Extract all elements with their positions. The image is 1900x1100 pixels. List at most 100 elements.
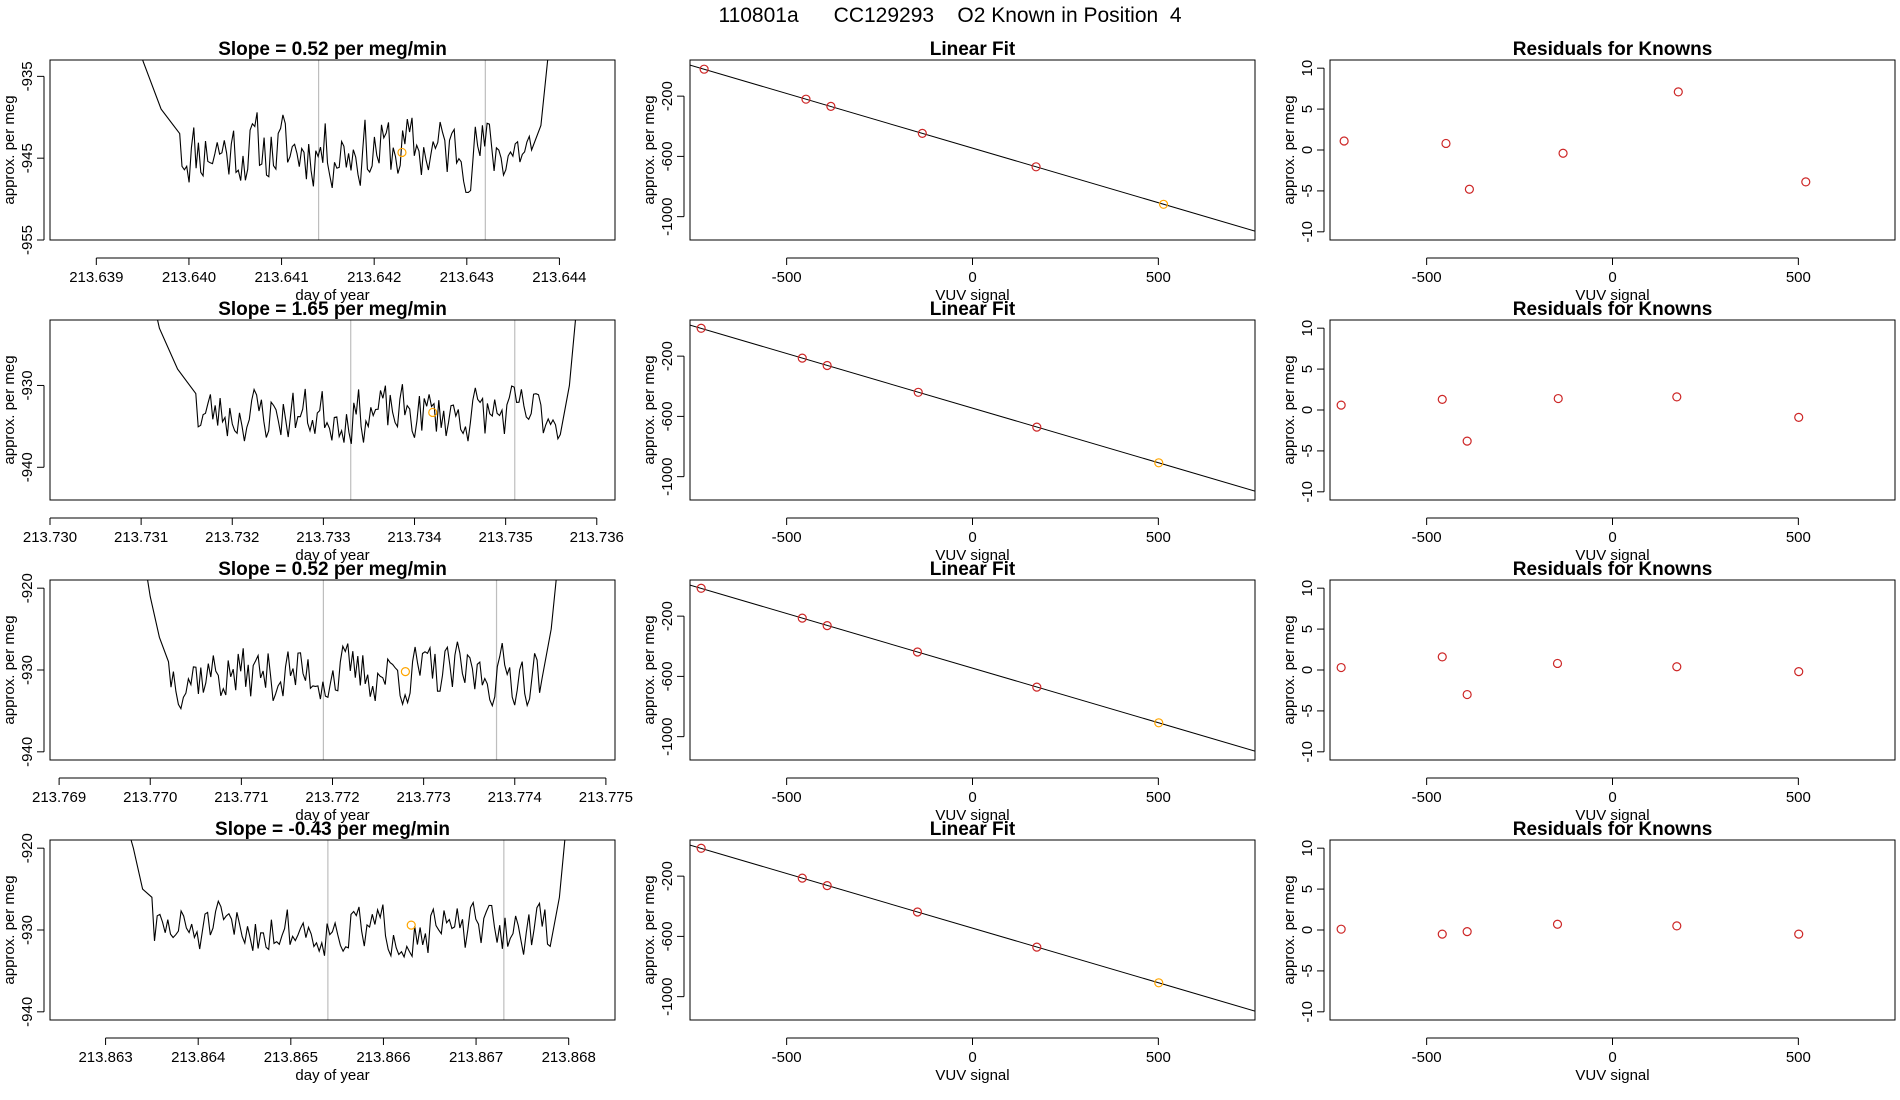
- trace-row3-trace-line: [147, 580, 557, 711]
- resid-row1-point-2: [1464, 184, 1474, 194]
- fit-row4-y-tick-label-2: -200: [659, 861, 676, 891]
- trace-row4-marker-point: [406, 920, 416, 930]
- fit-row2-x-tick-label-0: -500: [772, 529, 802, 546]
- resid-row2-x-axis-label: VUV signal: [1575, 547, 1649, 564]
- resid-row4-x-axis-label: VUV signal: [1575, 1067, 1649, 1084]
- resid-row1-y-tick-label-2: 0: [1299, 146, 1316, 154]
- trace-row1-x-tick-label-2: 213.641: [254, 269, 308, 286]
- resid-row1-point-1: [1441, 138, 1451, 149]
- resid-row4-point-0: [1336, 924, 1346, 934]
- resid-row3-y-tick-label-3: 5: [1299, 625, 1316, 633]
- resid-row2-panel: Residuals for Knowns -500 0 500 VUV signal -1…: [1281, 299, 1896, 564]
- resid-row4-y-axis-label: approx. per meg: [1281, 875, 1298, 984]
- trace-row1-x-axis-label: day of year: [295, 287, 369, 304]
- resid-row2-x-tick-label-0: -500: [1412, 529, 1442, 546]
- resid-row4-point-2: [1462, 927, 1472, 937]
- resid-row3-y-tick-label-4: 10: [1299, 580, 1316, 597]
- fit-row1-plot-frame: [689, 59, 1256, 241]
- resid-row4-title: Residuals for Knowns: [1513, 819, 1713, 840]
- trace-row1-trace-line: [142, 60, 549, 193]
- resid-row3-plot-frame: [1329, 579, 1896, 761]
- fit-row2-point-1: [797, 353, 807, 363]
- fit-row3-y-axis-label: approx. per meg: [641, 615, 658, 724]
- trace-row2-y-axis-label: approx. per meg: [1, 355, 18, 464]
- fit-row1-fit-line: [690, 64, 1255, 232]
- trace-row1-x-tick-label-0: 213.639: [69, 269, 123, 286]
- trace-row2-marker-point: [428, 407, 438, 418]
- trace-row4-x-axis-label: day of year: [295, 1067, 369, 1084]
- resid-row1-y-tick-label-3: 5: [1299, 105, 1316, 113]
- trace-row1-x-tick-label-3: 213.642: [347, 269, 401, 286]
- fit-row4-title: Linear Fit: [930, 819, 1016, 840]
- fit-row1-point-1: [801, 94, 811, 104]
- trace-row3-x-tick-label-0: 213.769: [32, 789, 86, 806]
- fit-row4-y-tick-label-0: -1000: [659, 977, 676, 1015]
- resid-row1-point-0: [1339, 136, 1349, 146]
- fit-row2-point-0: [696, 323, 706, 333]
- fit-row3-plot-frame: [689, 579, 1256, 761]
- trace-row4-title: Slope = -0.43 per meg/min: [215, 819, 450, 840]
- fit-row2-point-5: [1154, 458, 1164, 468]
- trace-row1-y-tick-label-1: -945: [19, 143, 36, 173]
- resid-row2-point-5: [1794, 412, 1804, 422]
- fit-row4-y-axis-label: approx. per meg: [641, 875, 658, 984]
- resid-row2-point-2: [1462, 436, 1472, 446]
- fit-row1-point-0: [699, 64, 709, 74]
- trace-row4-x-tick-label-3: 213.866: [356, 1049, 410, 1066]
- resid-row4-point-3: [1552, 919, 1563, 929]
- trace-row4-x-tick-label-0: 213.863: [78, 1049, 132, 1066]
- resid-row2-point-3: [1553, 393, 1563, 404]
- trace-row1-y-tick-label-2: -935: [19, 61, 36, 91]
- fit-row4-point-2: [822, 881, 832, 891]
- resid-row4-point-1: [1437, 929, 1447, 939]
- fit-row3-y-tick-label-0: -1000: [659, 717, 676, 755]
- fit-row2-x-axis-label: VUV signal: [935, 547, 1009, 564]
- fit-row1-x-tick-label-1: 0: [968, 269, 976, 286]
- resid-row4-plot-frame: [1329, 839, 1896, 1021]
- fit-row3-x-tick-label-1: 0: [968, 789, 976, 806]
- resid-row3-panel: Residuals for Knowns -500 0 500 VUV signal -1…: [1281, 559, 1896, 824]
- trace-row3-x-tick-label-3: 213.772: [305, 789, 359, 806]
- resid-row4-point-4: [1672, 921, 1682, 931]
- fit-row3-point-1: [797, 613, 807, 623]
- resid-row4-y-tick-label-1: -5: [1299, 964, 1316, 977]
- trace-row3-x-tick-label-4: 213.773: [397, 789, 451, 806]
- trace-row1-x-tick-label-4: 213.643: [440, 269, 494, 286]
- trace-row4-x-tick-label-1: 213.864: [171, 1049, 225, 1066]
- trace-row2-x-axis-label: day of year: [295, 547, 369, 564]
- resid-row2-y-tick-label-2: 0: [1299, 406, 1316, 414]
- resid-row2-point-4: [1672, 392, 1682, 402]
- resid-row4-x-tick-label-2: 500: [1786, 1049, 1811, 1066]
- resid-row1-point-5: [1801, 177, 1811, 187]
- resid-row3-point-5: [1794, 667, 1804, 677]
- trace-row3-x-tick-label-2: 213.771: [214, 789, 268, 806]
- trace-row3-plot-frame: [49, 579, 616, 761]
- resid-row3-y-tick-label-2: 0: [1299, 666, 1316, 674]
- trace-row3-title: Slope = 0.52 per meg/min: [218, 559, 447, 580]
- fit-row2-x-tick-label-1: 0: [968, 529, 976, 546]
- resid-row1-x-tick-label-0: -500: [1412, 269, 1442, 286]
- fit-row2-point-4: [1032, 422, 1042, 432]
- trace-row2-x-tick-label-4: 213.734: [387, 529, 441, 546]
- resid-row1-point-4: [1673, 87, 1683, 97]
- fit-row4-point-1: [797, 873, 807, 883]
- figure-title: 110801a CC129293 O2 Known in Position 4: [718, 4, 1182, 27]
- fit-row4-x-axis-label: VUV signal: [935, 1067, 1009, 1084]
- fit-row2-point-3: [913, 387, 923, 397]
- resid-row2-x-tick-label-1: 0: [1608, 529, 1616, 546]
- fit-row3-fit-line: [690, 584, 1255, 752]
- trace-row1-marker-point: [397, 147, 407, 158]
- resid-row1-x-tick-label-1: 0: [1608, 269, 1616, 286]
- resid-row4-x-tick-label-1: 0: [1608, 1049, 1616, 1066]
- fit-row4-panel: Linear Fit -500 0 500 VUV signal -1000 -600 -20…: [641, 819, 1256, 1084]
- fit-row2-y-tick-label-2: -200: [659, 341, 676, 371]
- fit-row2-x-tick-label-2: 500: [1146, 529, 1171, 546]
- trace-row2-plot-frame: [49, 319, 616, 501]
- fit-row4-point-3: [912, 907, 923, 917]
- trace-row1-plot-frame: [49, 59, 616, 241]
- resid-row1-y-tick-label-1: -5: [1299, 184, 1316, 197]
- fit-row1-point-5: [1158, 199, 1169, 209]
- resid-row4-y-tick-label-4: 10: [1299, 840, 1316, 857]
- trace-row3-x-tick-label-5: 213.774: [488, 789, 542, 806]
